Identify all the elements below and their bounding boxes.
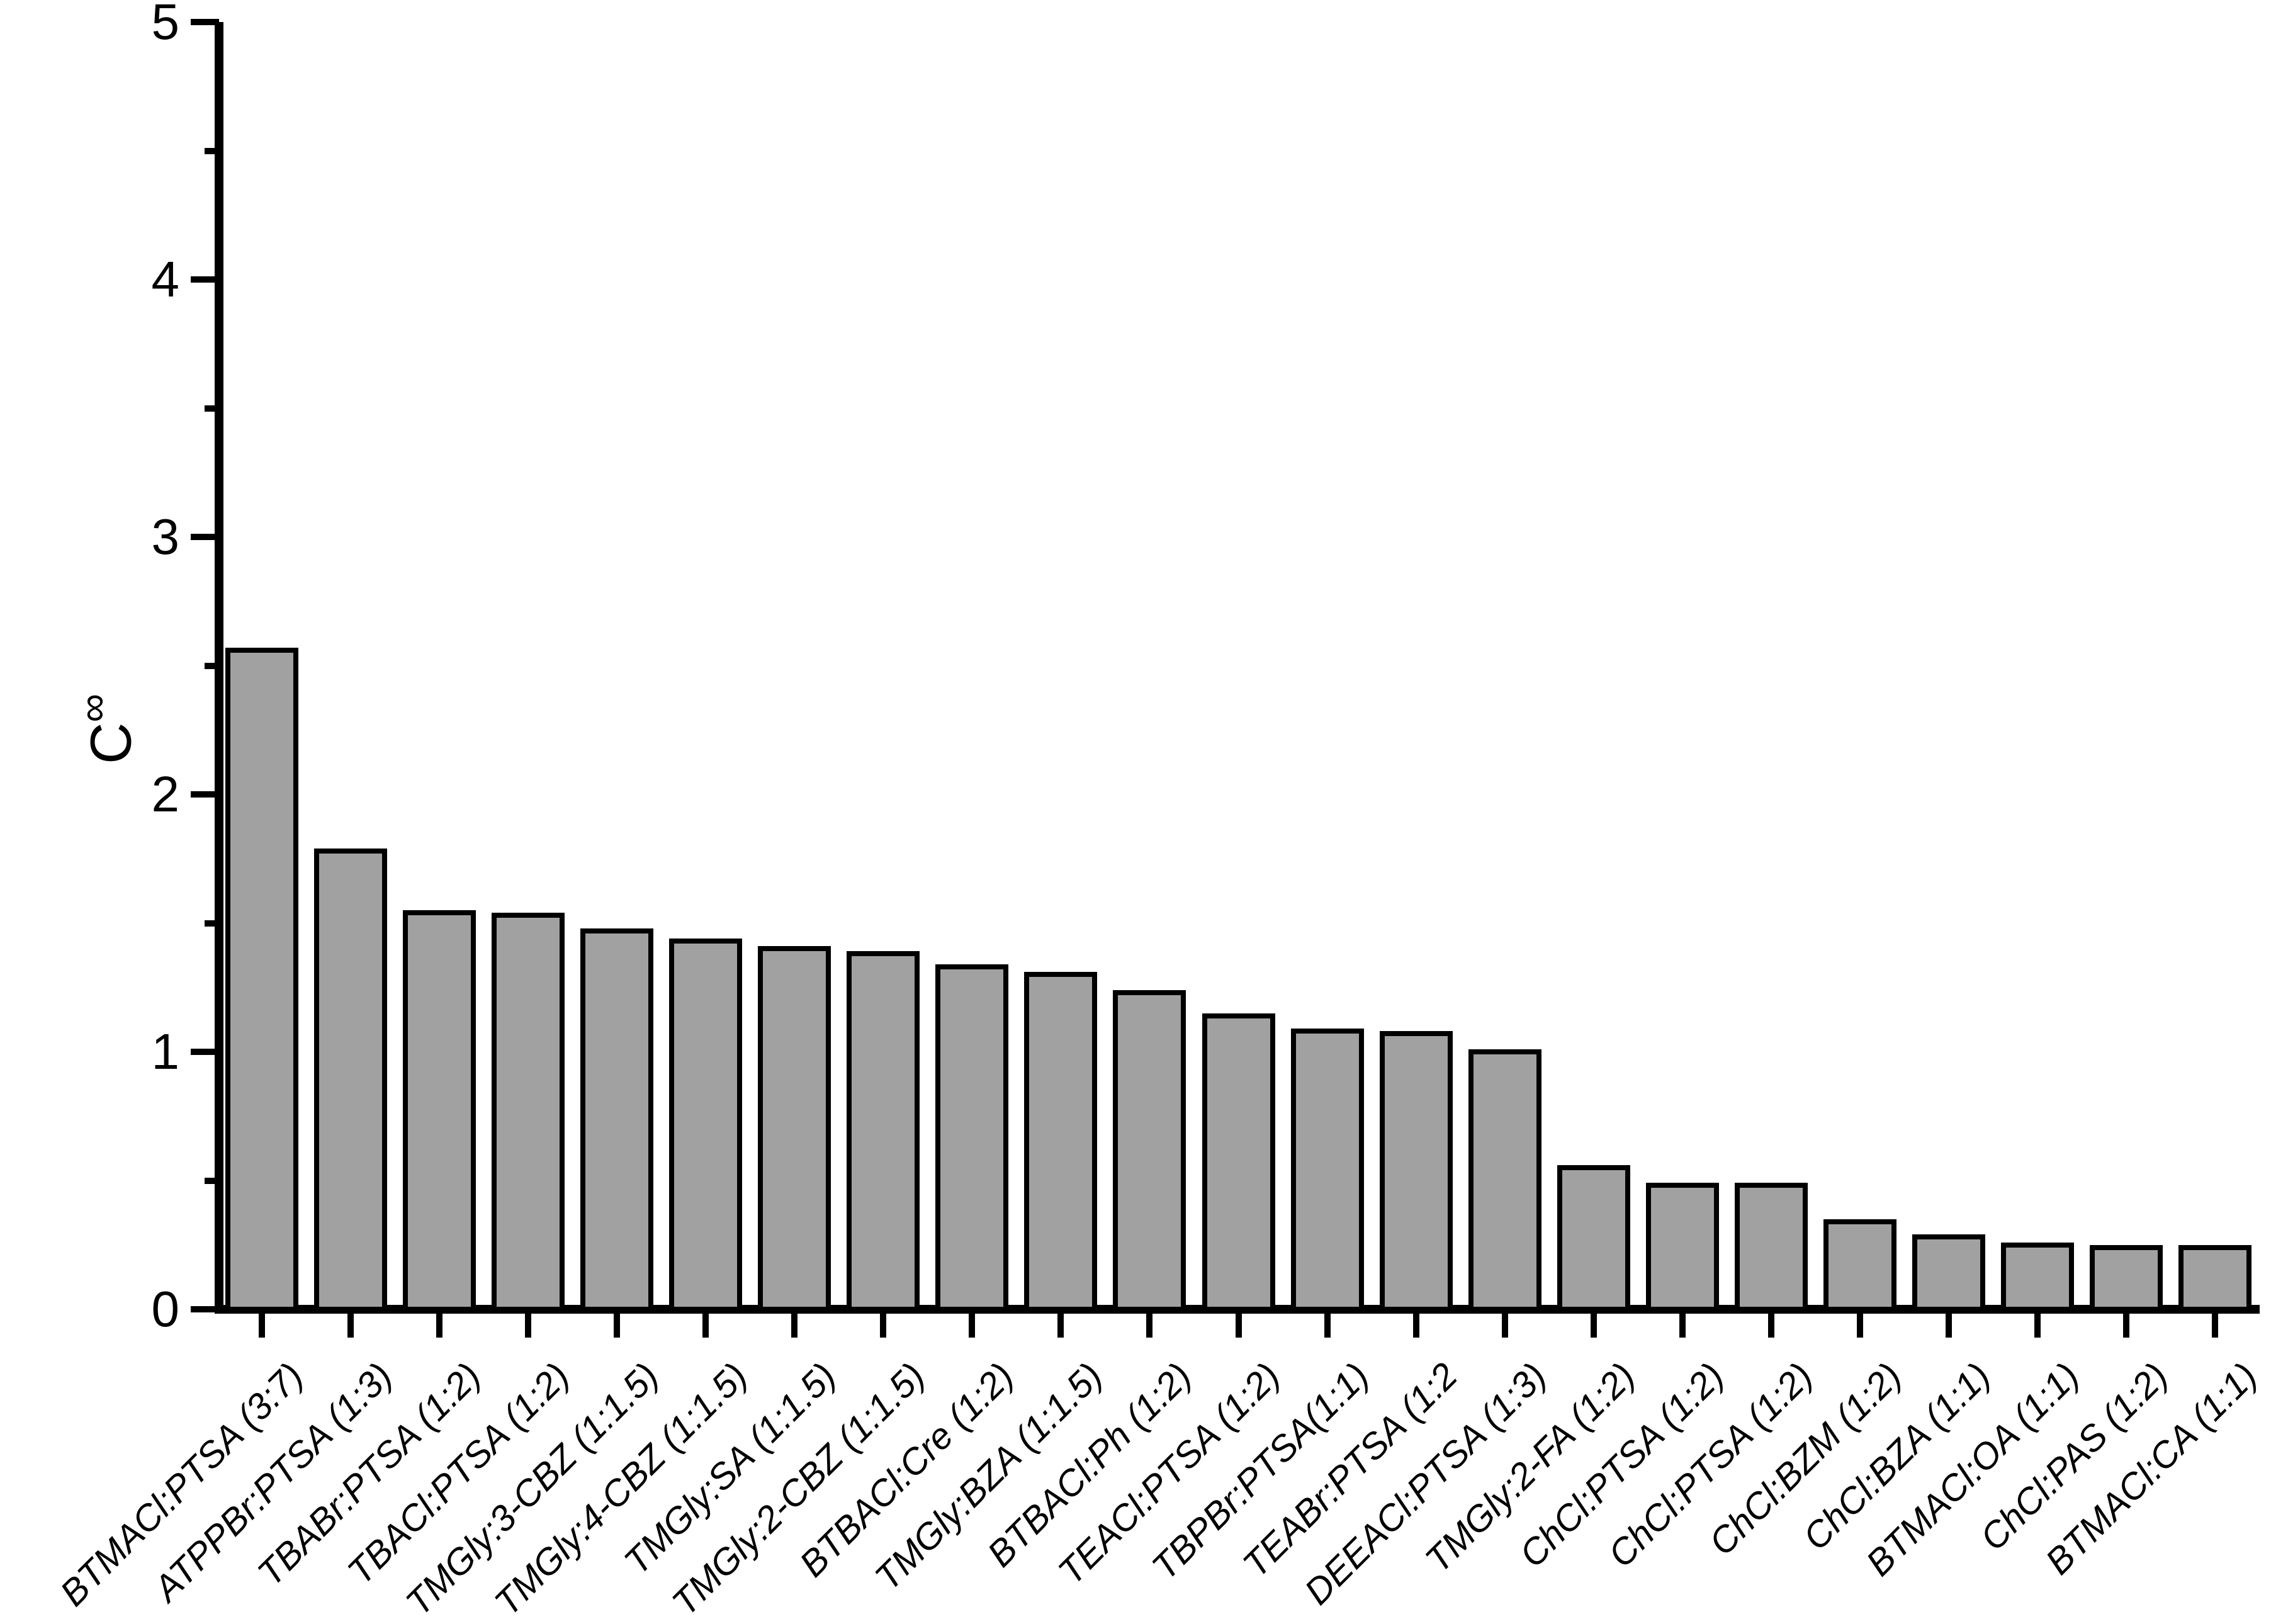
bar — [402, 910, 476, 1312]
bar — [1113, 990, 1186, 1312]
y-major-tick — [191, 276, 219, 283]
x-tick — [1412, 1314, 1419, 1338]
bar — [2001, 1243, 2075, 1312]
y-major-tick — [191, 791, 219, 798]
x-tick — [2212, 1314, 2219, 1338]
bar — [2090, 1245, 2163, 1312]
bar — [313, 849, 387, 1312]
x-tick — [969, 1314, 976, 1338]
x-tick — [1857, 1314, 1864, 1338]
bar — [2178, 1245, 2252, 1312]
y-major-tick — [191, 19, 219, 25]
x-tick — [436, 1314, 442, 1338]
bar — [1823, 1219, 1897, 1312]
x-tick — [1946, 1314, 1953, 1338]
bar — [1557, 1165, 1630, 1312]
y-major-tick — [191, 1306, 219, 1312]
x-tick — [1501, 1314, 1508, 1338]
y-tick-label: 0 — [151, 1281, 180, 1337]
x-tick — [613, 1314, 620, 1338]
x-tick — [880, 1314, 887, 1338]
y-minor-tick — [205, 147, 219, 154]
bar — [1202, 1013, 1275, 1312]
bar — [1379, 1031, 1453, 1312]
bar — [1645, 1183, 1719, 1312]
y-major-tick — [191, 1049, 219, 1055]
y-minor-tick — [205, 662, 219, 669]
y-minor-tick — [205, 405, 219, 412]
y-tick-label: 3 — [151, 509, 180, 565]
x-tick — [1057, 1314, 1064, 1338]
y-minor-tick — [205, 1177, 219, 1184]
x-tick — [524, 1314, 531, 1338]
x-tick — [702, 1314, 709, 1338]
infinity-superscript: ∞ — [70, 693, 116, 723]
bar — [580, 928, 653, 1312]
y-axis-title: C∞ — [70, 694, 145, 764]
x-tick — [1679, 1314, 1686, 1338]
x-tick — [258, 1314, 265, 1338]
y-tick-label: 1 — [151, 1023, 180, 1080]
bar — [1468, 1049, 1541, 1312]
x-tick — [1768, 1314, 1775, 1338]
x-tick — [2123, 1314, 2130, 1338]
x-tick — [1590, 1314, 1597, 1338]
bar — [1290, 1029, 1364, 1312]
bar — [668, 939, 742, 1312]
x-tick — [347, 1314, 354, 1338]
x-tick — [2034, 1314, 2041, 1338]
x-tick — [1146, 1314, 1153, 1338]
x-tick — [791, 1314, 798, 1338]
y-minor-tick — [205, 920, 219, 927]
bar — [225, 648, 298, 1312]
bar — [491, 913, 565, 1312]
y-tick-label: 4 — [151, 251, 180, 307]
bar — [1735, 1183, 1808, 1312]
x-tick — [1324, 1314, 1331, 1338]
bar — [935, 964, 1009, 1312]
bar — [1024, 972, 1098, 1312]
bar — [758, 946, 831, 1312]
x-tick — [1235, 1314, 1242, 1338]
y-tick-label: 5 — [151, 0, 180, 50]
bar — [847, 951, 920, 1312]
y-axis-title-base: C — [79, 722, 144, 765]
bar — [1912, 1234, 1986, 1312]
y-major-tick — [191, 534, 219, 540]
y-tick-label: 2 — [151, 766, 180, 822]
